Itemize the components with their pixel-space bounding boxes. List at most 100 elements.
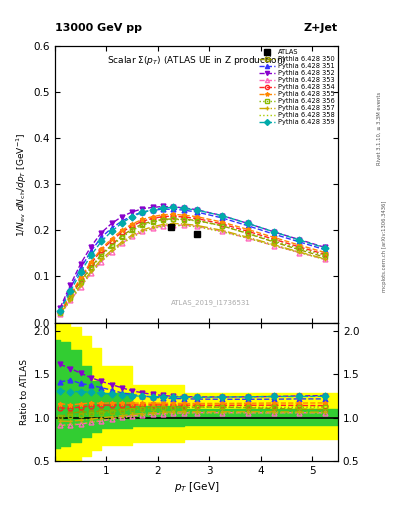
Pythia 6.428 350 bbox=[130, 226, 134, 232]
Pythia 6.428 350 bbox=[58, 310, 62, 316]
Pythia 6.428 357 bbox=[271, 242, 276, 248]
Line: ATLAS: ATLAS bbox=[167, 224, 200, 238]
Pythia 6.428 358 bbox=[130, 234, 134, 241]
Pythia 6.428 356 bbox=[78, 280, 83, 286]
Pythia 6.428 357 bbox=[119, 239, 124, 245]
Pythia 6.428 359 bbox=[271, 229, 276, 235]
Pythia 6.428 350 bbox=[68, 294, 73, 300]
ATLAS bbox=[169, 224, 173, 230]
Pythia 6.428 351 bbox=[89, 248, 94, 254]
Pythia 6.428 353 bbox=[130, 233, 134, 240]
Line: Pythia 6.428 352: Pythia 6.428 352 bbox=[58, 204, 327, 310]
Pythia 6.428 350 bbox=[271, 239, 276, 245]
Pythia 6.428 354 bbox=[119, 229, 124, 236]
Pythia 6.428 351 bbox=[68, 285, 73, 291]
Pythia 6.428 359 bbox=[297, 237, 302, 243]
Pythia 6.428 354 bbox=[99, 247, 104, 253]
Pythia 6.428 359 bbox=[140, 209, 145, 216]
Pythia 6.428 359 bbox=[323, 245, 327, 251]
Pythia 6.428 359 bbox=[194, 207, 199, 213]
Pythia 6.428 350 bbox=[89, 264, 94, 270]
Pythia 6.428 352 bbox=[89, 244, 94, 250]
Pythia 6.428 356 bbox=[119, 234, 124, 241]
Pythia 6.428 354 bbox=[181, 214, 186, 220]
Pythia 6.428 350 bbox=[119, 233, 124, 239]
Pythia 6.428 354 bbox=[171, 213, 176, 219]
Pythia 6.428 355 bbox=[119, 227, 124, 233]
Pythia 6.428 357 bbox=[181, 221, 186, 227]
Pythia 6.428 354 bbox=[297, 244, 302, 250]
Line: Pythia 6.428 356: Pythia 6.428 356 bbox=[58, 217, 327, 316]
Pythia 6.428 357 bbox=[68, 296, 73, 303]
Pythia 6.428 351 bbox=[78, 265, 83, 271]
Pythia 6.428 359 bbox=[78, 269, 83, 275]
Pythia 6.428 356 bbox=[297, 245, 302, 251]
Text: Z+Jet: Z+Jet bbox=[304, 23, 338, 33]
Pythia 6.428 353 bbox=[140, 228, 145, 234]
Pythia 6.428 353 bbox=[297, 249, 302, 255]
Pythia 6.428 354 bbox=[109, 238, 114, 244]
Pythia 6.428 353 bbox=[151, 225, 155, 231]
Legend: ATLAS, Pythia 6.428 350, Pythia 6.428 351, Pythia 6.428 352, Pythia 6.428 353, P: ATLAS, Pythia 6.428 350, Pythia 6.428 35… bbox=[257, 48, 336, 127]
Text: mcplots.cern.ch [arXiv:1306.3436]: mcplots.cern.ch [arXiv:1306.3436] bbox=[382, 200, 387, 291]
Pythia 6.428 356 bbox=[109, 243, 114, 249]
Pythia 6.428 355 bbox=[140, 216, 145, 222]
Pythia 6.428 358 bbox=[297, 249, 302, 255]
Pythia 6.428 356 bbox=[181, 217, 186, 223]
Line: Pythia 6.428 354: Pythia 6.428 354 bbox=[58, 214, 327, 315]
Pythia 6.428 352 bbox=[246, 220, 250, 226]
Pythia 6.428 356 bbox=[194, 218, 199, 224]
Pythia 6.428 351 bbox=[109, 225, 114, 231]
Line: Pythia 6.428 353: Pythia 6.428 353 bbox=[58, 222, 327, 317]
Pythia 6.428 359 bbox=[220, 212, 224, 219]
X-axis label: $p_{T}$ [GeV]: $p_{T}$ [GeV] bbox=[174, 480, 219, 494]
Pythia 6.428 358 bbox=[99, 258, 104, 264]
Pythia 6.428 357 bbox=[109, 247, 114, 253]
Pythia 6.428 358 bbox=[78, 283, 83, 289]
Pythia 6.428 357 bbox=[220, 227, 224, 233]
Pythia 6.428 351 bbox=[220, 215, 224, 221]
Pythia 6.428 353 bbox=[119, 240, 124, 246]
Pythia 6.428 350 bbox=[151, 218, 155, 224]
Pythia 6.428 356 bbox=[58, 310, 62, 316]
Text: ATLAS_2019_I1736531: ATLAS_2019_I1736531 bbox=[171, 299, 251, 306]
Pythia 6.428 356 bbox=[323, 252, 327, 259]
Y-axis label: Ratio to ATLAS: Ratio to ATLAS bbox=[20, 359, 29, 424]
Pythia 6.428 357 bbox=[140, 227, 145, 233]
Pythia 6.428 351 bbox=[119, 218, 124, 224]
Pythia 6.428 354 bbox=[68, 293, 73, 299]
Pythia 6.428 353 bbox=[89, 270, 94, 276]
Pythia 6.428 357 bbox=[151, 224, 155, 230]
Pythia 6.428 356 bbox=[171, 216, 176, 222]
Pythia 6.428 353 bbox=[161, 223, 165, 229]
Pythia 6.428 351 bbox=[140, 209, 145, 215]
Pythia 6.428 355 bbox=[109, 236, 114, 242]
Pythia 6.428 350 bbox=[246, 230, 250, 237]
Pythia 6.428 351 bbox=[151, 207, 155, 213]
Pythia 6.428 352 bbox=[140, 206, 145, 212]
Pythia 6.428 357 bbox=[297, 249, 302, 255]
Pythia 6.428 352 bbox=[68, 282, 73, 288]
Pythia 6.428 352 bbox=[99, 229, 104, 236]
Pythia 6.428 354 bbox=[220, 221, 224, 227]
Pythia 6.428 355 bbox=[130, 221, 134, 227]
Pythia 6.428 357 bbox=[246, 234, 250, 241]
Pythia 6.428 352 bbox=[161, 203, 165, 209]
Pythia 6.428 355 bbox=[78, 274, 83, 281]
Line: Pythia 6.428 355: Pythia 6.428 355 bbox=[58, 212, 327, 314]
Pythia 6.428 351 bbox=[161, 206, 165, 212]
Pythia 6.428 350 bbox=[161, 216, 165, 222]
Pythia 6.428 357 bbox=[130, 232, 134, 238]
Pythia 6.428 359 bbox=[89, 252, 94, 259]
Pythia 6.428 357 bbox=[78, 282, 83, 288]
Pythia 6.428 355 bbox=[161, 211, 165, 218]
Pythia 6.428 354 bbox=[271, 236, 276, 242]
Pythia 6.428 353 bbox=[194, 223, 199, 229]
Pythia 6.428 350 bbox=[220, 223, 224, 229]
Pythia 6.428 350 bbox=[171, 216, 176, 222]
Pythia 6.428 352 bbox=[151, 204, 155, 210]
Pythia 6.428 354 bbox=[151, 216, 155, 222]
Pythia 6.428 350 bbox=[78, 278, 83, 284]
Line: Pythia 6.428 358: Pythia 6.428 358 bbox=[60, 225, 325, 314]
Pythia 6.428 356 bbox=[271, 238, 276, 244]
